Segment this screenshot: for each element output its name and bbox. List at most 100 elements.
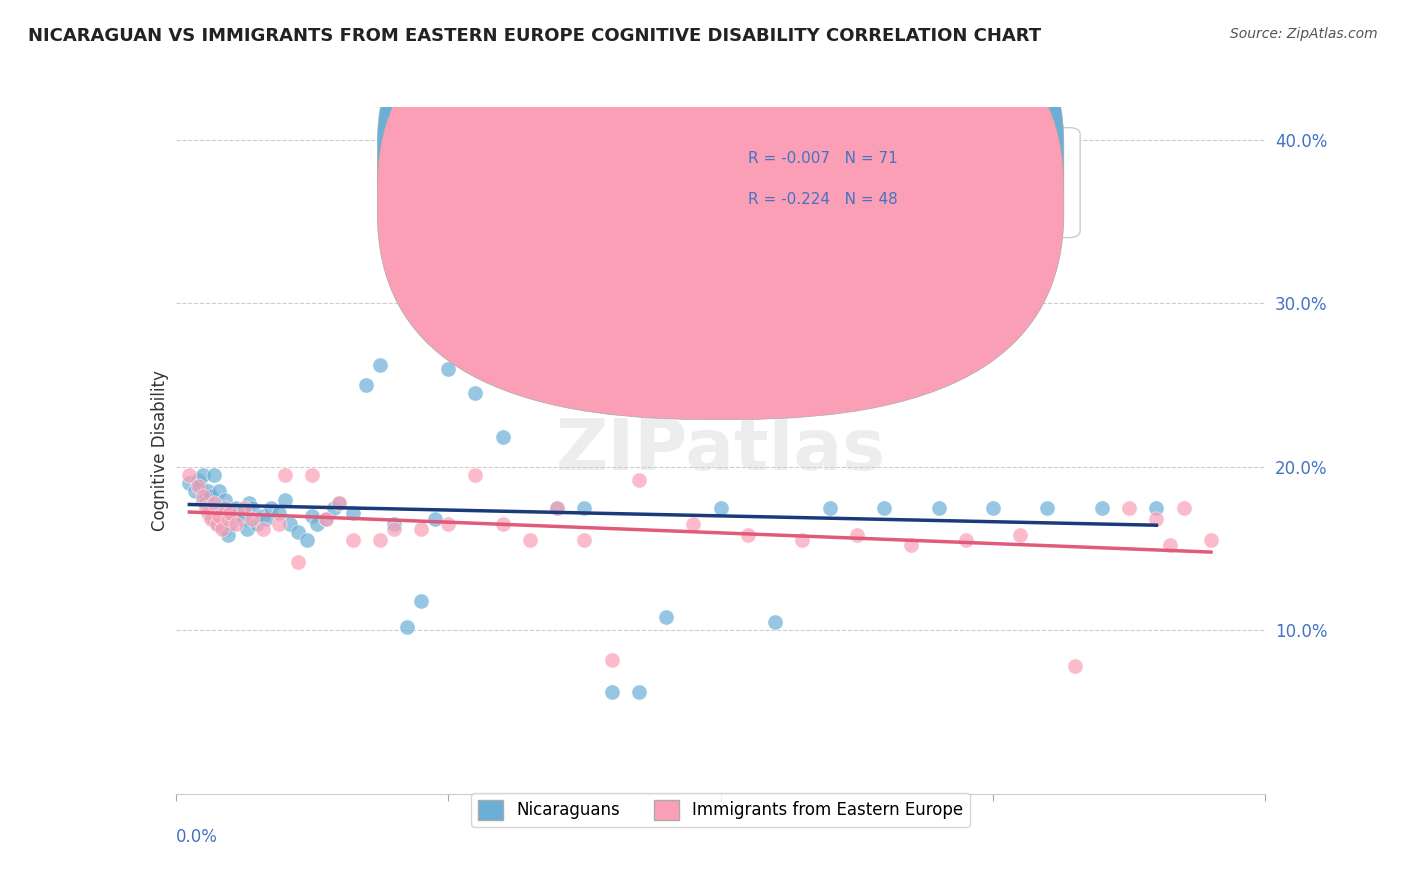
- Text: 0.0%: 0.0%: [176, 828, 218, 847]
- Point: [1010, 528, 1032, 542]
- Point: [519, 533, 541, 548]
- Point: [464, 386, 486, 401]
- Point: [202, 467, 225, 482]
- Point: [382, 522, 405, 536]
- Point: [492, 430, 515, 444]
- Point: [315, 512, 337, 526]
- Text: NICARAGUAN VS IMMIGRANTS FROM EASTERN EUROPE COGNITIVE DISABILITY CORRELATION CH: NICARAGUAN VS IMMIGRANTS FROM EASTERN EU…: [28, 27, 1042, 45]
- Text: R = -0.224   N = 48: R = -0.224 N = 48: [748, 193, 897, 207]
- Point: [1173, 500, 1195, 515]
- Point: [219, 506, 242, 520]
- Point: [200, 512, 222, 526]
- Point: [1036, 500, 1059, 515]
- Point: [627, 685, 650, 699]
- Point: [287, 525, 309, 540]
- Point: [211, 512, 233, 526]
- Point: [211, 500, 233, 515]
- Point: [396, 620, 419, 634]
- Point: [197, 506, 219, 520]
- Point: [214, 492, 236, 507]
- Point: [232, 500, 254, 515]
- Point: [315, 512, 337, 526]
- Point: [307, 516, 329, 531]
- Point: [1159, 538, 1181, 552]
- Point: [186, 479, 209, 493]
- Point: [269, 506, 291, 520]
- Point: [600, 653, 623, 667]
- Point: [202, 512, 225, 526]
- Point: [437, 361, 460, 376]
- FancyBboxPatch shape: [377, 0, 1064, 419]
- Point: [574, 533, 596, 548]
- Point: [205, 516, 228, 531]
- Point: [194, 500, 217, 515]
- Point: [873, 500, 896, 515]
- Point: [254, 512, 277, 526]
- Point: [184, 484, 207, 499]
- Point: [217, 528, 239, 542]
- Point: [197, 484, 219, 499]
- Point: [1144, 512, 1167, 526]
- Point: [197, 500, 219, 515]
- Point: [252, 522, 274, 536]
- Point: [205, 516, 228, 531]
- Point: [655, 610, 678, 624]
- Point: [252, 508, 274, 523]
- Point: [368, 359, 391, 373]
- Point: [225, 500, 247, 515]
- Point: [356, 378, 378, 392]
- Point: [928, 500, 950, 515]
- Point: [222, 508, 245, 523]
- Point: [235, 522, 257, 536]
- Point: [274, 492, 297, 507]
- Point: [246, 516, 269, 531]
- Point: [546, 500, 568, 515]
- Point: [211, 522, 233, 536]
- Point: [710, 500, 733, 515]
- Point: [955, 533, 977, 548]
- Point: [423, 512, 446, 526]
- Point: [188, 479, 211, 493]
- Point: [194, 496, 217, 510]
- Point: [818, 500, 841, 515]
- Point: [205, 500, 228, 515]
- Point: [342, 506, 364, 520]
- Point: [194, 487, 217, 501]
- Point: [269, 516, 291, 531]
- Point: [737, 528, 759, 542]
- Point: [409, 594, 432, 608]
- Point: [191, 489, 214, 503]
- Point: [342, 533, 364, 548]
- Text: ZIPatlas: ZIPatlas: [555, 416, 886, 485]
- Point: [295, 533, 318, 548]
- Point: [763, 615, 786, 630]
- FancyBboxPatch shape: [678, 128, 1080, 237]
- Point: [574, 500, 596, 515]
- Point: [219, 516, 242, 531]
- Point: [214, 522, 236, 536]
- Point: [191, 467, 214, 482]
- Text: Source: ZipAtlas.com: Source: ZipAtlas.com: [1230, 27, 1378, 41]
- Point: [492, 516, 515, 531]
- Point: [179, 467, 201, 482]
- Point: [382, 516, 405, 531]
- Point: [278, 516, 301, 531]
- Point: [208, 508, 231, 523]
- Point: [191, 492, 214, 507]
- Point: [301, 508, 323, 523]
- Point: [287, 555, 309, 569]
- Point: [328, 496, 350, 510]
- FancyBboxPatch shape: [377, 0, 1064, 378]
- Legend: Nicaraguans, Immigrants from Eastern Europe: Nicaraguans, Immigrants from Eastern Eur…: [471, 793, 970, 827]
- Point: [274, 467, 297, 482]
- Point: [546, 500, 568, 515]
- Point: [214, 500, 236, 515]
- Point: [225, 516, 247, 531]
- Point: [301, 467, 323, 482]
- Point: [900, 538, 922, 552]
- Point: [1144, 500, 1167, 515]
- Point: [981, 500, 1004, 515]
- Point: [208, 506, 231, 520]
- Point: [217, 512, 239, 526]
- Text: R = -0.007   N = 71: R = -0.007 N = 71: [748, 151, 897, 166]
